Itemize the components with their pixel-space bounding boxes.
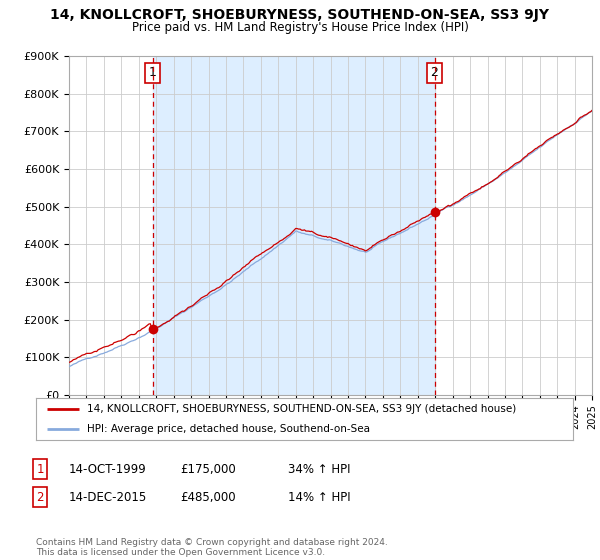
Text: 2: 2 [431, 67, 439, 80]
Text: 1: 1 [37, 463, 44, 476]
Text: 14, KNOLLCROFT, SHOEBURYNESS, SOUTHEND-ON-SEA, SS3 9JY (detached house): 14, KNOLLCROFT, SHOEBURYNESS, SOUTHEND-O… [87, 404, 516, 414]
Text: Contains HM Land Registry data © Crown copyright and database right 2024.
This d: Contains HM Land Registry data © Crown c… [36, 538, 388, 557]
Text: HPI: Average price, detached house, Southend-on-Sea: HPI: Average price, detached house, Sout… [87, 424, 370, 434]
Text: 34% ↑ HPI: 34% ↑ HPI [288, 463, 350, 476]
Text: 1: 1 [149, 67, 157, 80]
Text: Price paid vs. HM Land Registry's House Price Index (HPI): Price paid vs. HM Land Registry's House … [131, 21, 469, 34]
Text: 2: 2 [37, 491, 44, 504]
Bar [152, 56, 434, 395]
Text: 14% ↑ HPI: 14% ↑ HPI [288, 491, 350, 504]
Text: 14-OCT-1999: 14-OCT-1999 [69, 463, 147, 476]
Text: 14, KNOLLCROFT, SHOEBURYNESS, SOUTHEND-ON-SEA, SS3 9JY: 14, KNOLLCROFT, SHOEBURYNESS, SOUTHEND-O… [50, 8, 550, 22]
Text: £485,000: £485,000 [180, 491, 236, 504]
Text: £175,000: £175,000 [180, 463, 236, 476]
Text: 14-DEC-2015: 14-DEC-2015 [69, 491, 147, 504]
